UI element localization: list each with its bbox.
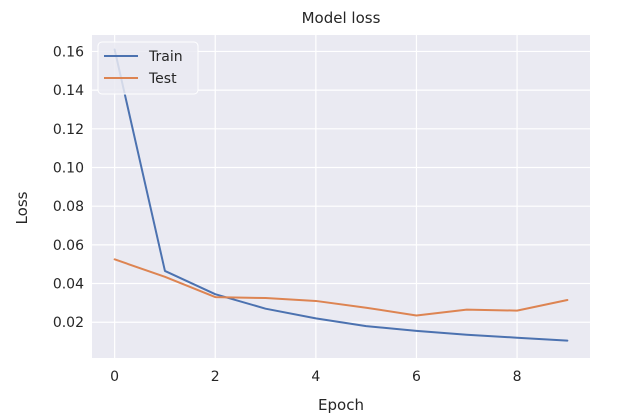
y-tick-label: 0.16 xyxy=(53,44,84,60)
legend-label-test: Test xyxy=(148,71,177,87)
y-tick-label: 0.06 xyxy=(53,238,84,254)
y-axis-label: Loss xyxy=(13,191,31,224)
y-tick-label: 0.02 xyxy=(53,315,84,331)
x-tick-label: 4 xyxy=(311,369,320,385)
series-line-train xyxy=(113,48,569,342)
x-axis-label: Epoch xyxy=(318,396,364,414)
x-tick-label: 8 xyxy=(513,369,522,385)
legend-label-train: Train xyxy=(148,49,183,65)
tick-labels: 0.02 0.04 0.06 0.08 0.10 0.12 0.14 0.16 0 2 4 6 8 xyxy=(53,44,522,385)
y-tick-label: 0.04 xyxy=(53,277,84,293)
y-tick-label: 0.14 xyxy=(53,83,84,99)
series-layer xyxy=(113,48,569,342)
grid-lines xyxy=(92,35,590,358)
series-line-test xyxy=(113,258,569,317)
y-tick-label: 0.08 xyxy=(53,199,84,215)
y-tick-label: 0.12 xyxy=(53,122,84,138)
legend: Train Test xyxy=(97,41,199,95)
x-tick-label: 0 xyxy=(110,369,119,385)
x-tick-label: 6 xyxy=(412,369,421,385)
y-tick-label: 0.10 xyxy=(53,160,84,176)
legend-box xyxy=(97,41,199,95)
chart-title: Model loss xyxy=(302,9,381,27)
x-tick-label: 2 xyxy=(211,369,220,385)
